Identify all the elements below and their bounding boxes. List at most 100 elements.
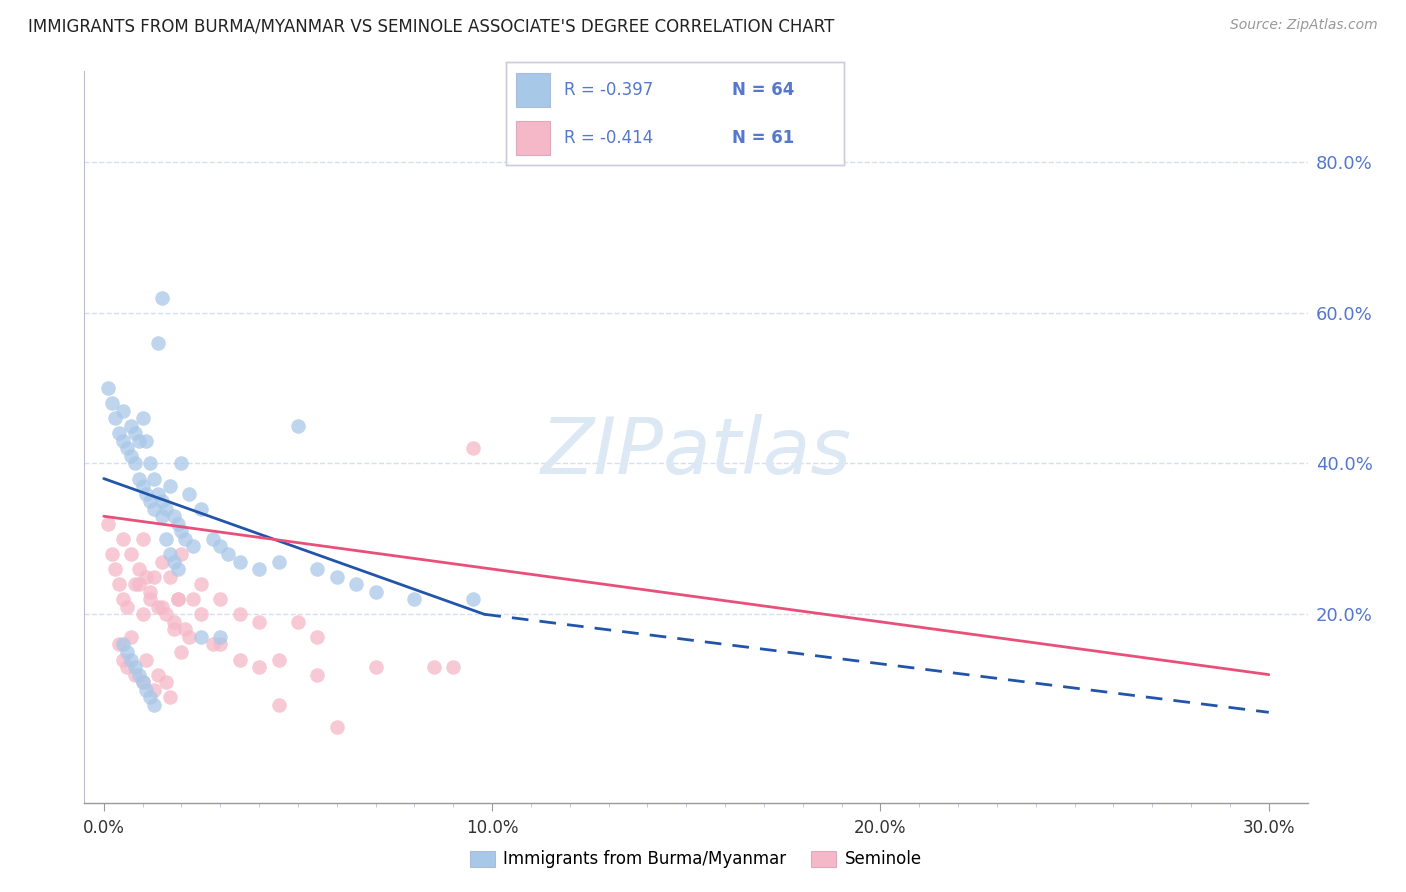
Point [209,592,232,607]
Point [112,592,135,607]
Point [135,652,157,666]
Point [170,524,193,539]
Point [131,675,153,690]
Point [135,486,157,500]
Point [441,660,464,674]
Point [146,599,169,614]
Text: IMMIGRANTS FROM BURMA/MYANMAR VS SEMINOLE ASSOCIATE'S DEGREE CORRELATION CHART: IMMIGRANTS FROM BURMA/MYANMAR VS SEMINOL… [28,18,835,36]
Point [163,509,186,524]
Point [128,562,150,576]
Point [190,577,212,591]
Point [344,577,367,591]
Point [131,675,153,690]
Bar [516,73,550,106]
Point [131,411,153,425]
Point [150,554,173,568]
Point [201,637,224,651]
Point [307,562,329,576]
Point [120,418,142,433]
Point [108,577,131,591]
Point [124,457,146,471]
Point [112,403,135,417]
Text: R = -0.414: R = -0.414 [564,128,652,147]
Point [174,532,197,546]
Point [135,569,157,583]
Point [267,652,290,666]
Point [150,509,173,524]
Point [155,501,177,516]
Bar [516,121,550,155]
Point [461,442,484,456]
Point [170,457,193,471]
Point [326,720,349,734]
Point [209,637,232,651]
Point [112,532,135,546]
Point [150,494,173,508]
Point [150,291,173,305]
Point [128,577,150,591]
Point [115,660,138,674]
Point [228,554,250,568]
Legend: Immigrants from Burma/Myanmar, Seminole: Immigrants from Burma/Myanmar, Seminole [464,844,928,875]
Point [146,667,169,681]
Point [146,335,169,350]
Point [139,457,162,471]
Point [139,494,162,508]
Point [120,630,142,644]
Point [159,569,181,583]
Point [143,569,166,583]
Point [181,540,204,554]
Point [131,607,153,622]
Point [461,592,484,607]
Point [170,645,193,659]
Text: N = 61: N = 61 [733,128,794,147]
Point [166,516,188,531]
Point [155,532,177,546]
Point [115,442,138,456]
Point [150,599,173,614]
Point [139,584,162,599]
Point [159,547,181,561]
Point [143,501,166,516]
Point [163,615,186,629]
Point [190,630,212,644]
Point [228,652,250,666]
Point [128,667,150,681]
Point [104,562,127,576]
Point [404,592,426,607]
Point [307,667,329,681]
Point [112,652,135,666]
Point [112,637,135,651]
Point [115,599,138,614]
Point [209,630,232,644]
Point [170,547,193,561]
Point [287,615,309,629]
Point [209,540,232,554]
Point [120,547,142,561]
Point [108,426,131,441]
Point [159,690,181,705]
Point [108,637,131,651]
Point [100,547,122,561]
Point [190,501,212,516]
Point [100,396,122,410]
Point [326,569,349,583]
Point [124,667,146,681]
Text: N = 64: N = 64 [733,80,794,99]
Point [163,623,186,637]
Point [174,623,197,637]
Point [131,479,153,493]
Point [181,592,204,607]
Point [287,418,309,433]
Point [128,471,150,485]
Point [120,449,142,463]
Point [104,411,127,425]
Point [166,562,188,576]
Point [267,698,290,712]
Point [201,532,224,546]
Point [155,607,177,622]
Point [128,434,150,448]
Point [143,682,166,697]
Point [159,479,181,493]
Point [155,675,177,690]
